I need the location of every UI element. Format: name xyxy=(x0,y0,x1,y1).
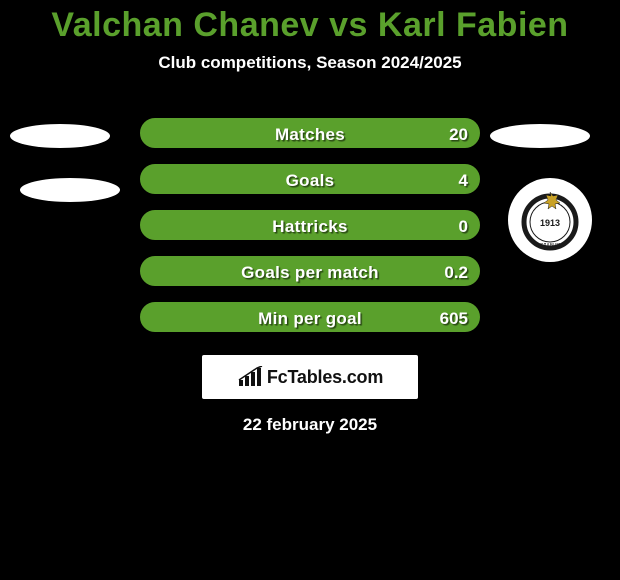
stat-label: Matches xyxy=(142,120,478,150)
stat-value-right: 0.2 xyxy=(444,258,468,288)
bars-icon xyxy=(237,366,263,388)
branding-badge: FcTables.com xyxy=(202,355,418,399)
stat-row: Hattricks0 xyxy=(0,203,620,249)
stat-row: Goals4 xyxy=(0,157,620,203)
stat-bar: Min per goal605 xyxy=(140,302,480,332)
stat-row: Goals per match0.2 xyxy=(0,249,620,295)
branding-text: FcTables.com xyxy=(267,367,383,388)
stat-label: Min per goal xyxy=(142,304,478,334)
page-subtitle: Club competitions, Season 2024/2025 xyxy=(0,53,620,73)
stat-bar: Goals4 xyxy=(140,164,480,194)
stat-label: Goals xyxy=(142,166,478,196)
stat-bar: Hattricks0 xyxy=(140,210,480,240)
stat-value-right: 0 xyxy=(459,212,468,242)
stat-label: Goals per match xyxy=(142,258,478,288)
stat-value-right: 4 xyxy=(459,166,468,196)
stat-row: Matches20 xyxy=(0,111,620,157)
page-title: Valchan Chanev vs Karl Fabien xyxy=(0,0,620,45)
stat-value-right: 20 xyxy=(449,120,468,150)
stats-block: Matches20 Goals4 Hattricks0 Goals per match… xyxy=(0,111,620,341)
comparison-card: Valchan Chanev vs Karl Fabien Club compe… xyxy=(0,0,620,580)
stat-row: Min per goal605 xyxy=(0,295,620,341)
stat-label: Hattricks xyxy=(142,212,478,242)
stat-bar: Matches20 xyxy=(140,118,480,148)
stat-bar: Goals per match0.2 xyxy=(140,256,480,286)
snapshot-date: 22 february 2025 xyxy=(0,415,620,435)
stat-value-right: 605 xyxy=(440,304,468,334)
